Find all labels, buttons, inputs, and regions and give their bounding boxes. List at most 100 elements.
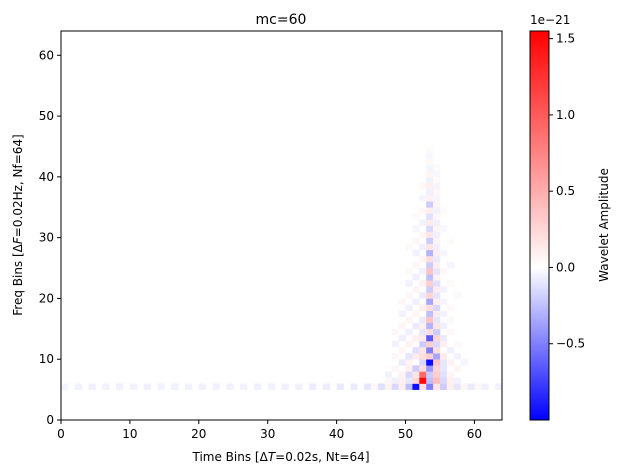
- heatmap-cell: [453, 292, 461, 299]
- heatmap-cell: [377, 383, 386, 390]
- heatmap-cell: [426, 225, 434, 232]
- heatmap-cell: [157, 383, 165, 390]
- heatmap-cell: [391, 353, 399, 360]
- x-axis-ticks: 0 10 20 30 40 50 60: [57, 420, 482, 441]
- heatmap-cell: [419, 255, 427, 263]
- heatmap-cell: [419, 195, 427, 202]
- heatmap-cell: [405, 268, 413, 275]
- heatmap-cell: [61, 383, 69, 390]
- heatmap-cell: [322, 383, 331, 390]
- heatmap-cell: [405, 383, 413, 390]
- heatmap-cell: [281, 383, 289, 390]
- heatmap-cell: [398, 347, 406, 354]
- heatmap-cell: [460, 359, 468, 366]
- heatmap-cell: [433, 365, 441, 372]
- heatmap-cell: [433, 322, 441, 330]
- heatmap-cell: [433, 274, 441, 281]
- heatmap-cell: [439, 322, 448, 330]
- heatmap-cell: [453, 365, 461, 372]
- heatmap-cell: [433, 182, 441, 190]
- heatmap-cell: [426, 249, 434, 257]
- heatmap-cell: [419, 340, 427, 348]
- heatmap-cell: [433, 304, 441, 311]
- heatmap-cell: [433, 292, 441, 299]
- heatmap-cell: [419, 219, 427, 226]
- heatmap-cell: [426, 170, 434, 178]
- heatmap-cell: [439, 249, 448, 257]
- y-axis-label: Freq Bins [ΔF=0.02Hz, Nf=64]: [11, 134, 25, 316]
- heatmap-cell: [412, 274, 420, 281]
- tick-label: 0: [57, 427, 65, 441]
- tick-label: 30: [260, 427, 275, 441]
- heatmap-cell: [185, 383, 193, 390]
- heatmap-cell: [426, 304, 434, 311]
- heatmap-cell: [419, 328, 427, 336]
- heatmap-cell: [405, 365, 413, 372]
- heatmap-cell: [439, 359, 448, 366]
- heatmap-cell: [439, 268, 448, 275]
- heatmap-cell: [439, 334, 448, 342]
- heatmap-cell: [116, 383, 124, 390]
- heatmap-cell: [240, 383, 248, 390]
- heatmap-cell: [398, 298, 406, 305]
- heatmap-cell: [412, 322, 420, 330]
- heatmap-cell: [446, 316, 455, 324]
- heatmap-cell: [398, 377, 406, 384]
- tick-label: 40: [329, 427, 344, 441]
- heatmap-cell: [433, 377, 441, 384]
- heatmap-cell: [405, 243, 413, 251]
- y-axis-ticks: 0 10 20 30 40 50 60: [39, 48, 61, 427]
- heatmap-cell: [433, 286, 441, 293]
- heatmap-cell: [426, 243, 434, 251]
- heatmap-cell: [426, 182, 434, 190]
- heatmap-cell: [405, 340, 413, 348]
- heatmap-cell: [412, 286, 420, 293]
- heatmap-cell: [426, 158, 434, 166]
- heatmap-cell: [426, 322, 434, 330]
- heatmap-cell: [433, 280, 441, 287]
- heatmap-cell: [412, 298, 420, 305]
- heatmap-cell: [309, 383, 317, 390]
- heatmap-cell: [419, 334, 427, 342]
- heatmap-cell: [419, 280, 427, 287]
- heatmap-cell: [460, 383, 468, 390]
- heatmap-cell: [433, 176, 441, 184]
- heatmap-cell: [433, 201, 441, 208]
- heatmap-cell: [212, 383, 220, 390]
- heatmap-cell: [433, 225, 441, 232]
- heatmap-cell: [433, 231, 441, 238]
- heatmap-cell: [439, 371, 448, 378]
- heatmap-cell: [419, 322, 427, 330]
- heatmap-cell: [267, 383, 275, 390]
- heatmap-cell: [391, 365, 399, 372]
- tick-label: 1.0: [556, 108, 575, 122]
- heatmap-cell: [446, 304, 455, 311]
- heatmap-cell: [426, 383, 434, 390]
- heatmap-cell: [419, 292, 427, 299]
- heatmap-cell: [171, 383, 179, 390]
- heatmap-cell: [426, 274, 434, 281]
- heatmap-cell: [412, 225, 420, 232]
- heatmap-cell: [426, 371, 434, 378]
- heatmap-cell: [419, 365, 427, 372]
- heatmap-cell: [405, 280, 413, 287]
- heatmap-cell: [446, 261, 455, 269]
- heatmap-cell: [391, 377, 399, 384]
- heatmap-cell: [426, 237, 434, 245]
- heatmap-cell: [426, 189, 434, 196]
- heatmap-cell: [433, 383, 441, 390]
- heatmap-cell: [433, 261, 441, 269]
- heatmap-cell: [433, 310, 441, 317]
- heatmap-cell: [391, 340, 399, 348]
- heatmap-cell: [467, 383, 475, 390]
- heatmap-cell: [426, 146, 434, 153]
- tick-label: 0.5: [556, 184, 575, 198]
- heatmap-cell: [433, 371, 441, 378]
- heatmap-cell: [398, 322, 406, 330]
- tick-label: 1.5: [556, 32, 575, 46]
- heatmap-cell: [439, 365, 448, 372]
- heatmap-cell: [439, 310, 448, 317]
- heatmap-cell: [433, 243, 441, 251]
- heatmap-cell: [433, 255, 441, 263]
